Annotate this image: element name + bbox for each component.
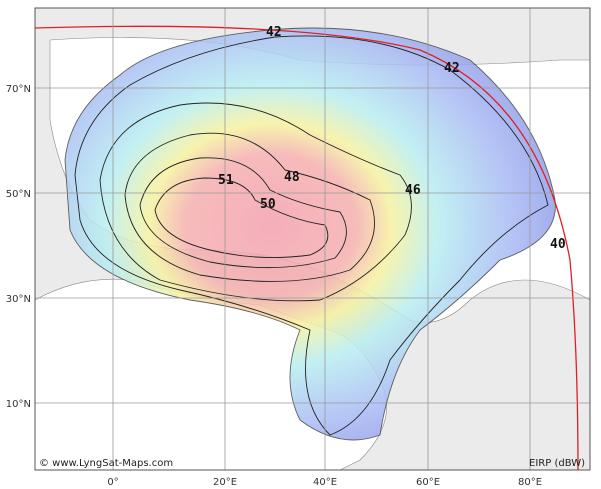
lat-label: 30°N (6, 294, 31, 305)
credit: © www.LyngSat-Maps.com (39, 458, 173, 469)
contour-48 (124, 132, 375, 282)
contour-label: 42 (444, 61, 460, 76)
map-area: 42 42 46 48 51 50 40 © www.LyngSat-Maps.… (35, 8, 590, 470)
footprint (64, 27, 556, 441)
lon-label: 0° (107, 477, 118, 488)
lat-label: 10°N (6, 399, 31, 410)
legend-label: EIRP (dBW) (529, 458, 585, 469)
contour-label: 40 (550, 237, 566, 252)
contour-42 (74, 35, 549, 436)
lat-label: 70°N (6, 84, 31, 95)
contour-label: 51 (218, 173, 234, 188)
visibility-limit (35, 25, 579, 470)
lon-label: 80°E (518, 477, 542, 488)
lon-label: 20°E (213, 477, 237, 488)
contour-label: 42 (266, 25, 282, 40)
contour-label: 50 (260, 197, 276, 212)
graticule (35, 8, 590, 470)
contour-label: 48 (284, 170, 300, 185)
contour-label: 46 (405, 183, 421, 198)
lon-label: 60°E (416, 477, 440, 488)
contour-50 (139, 157, 347, 269)
lon-label: 40°E (313, 477, 337, 488)
map-frame (34, 7, 591, 471)
lat-label: 50°N (6, 189, 31, 200)
contour-46 (99, 102, 412, 302)
